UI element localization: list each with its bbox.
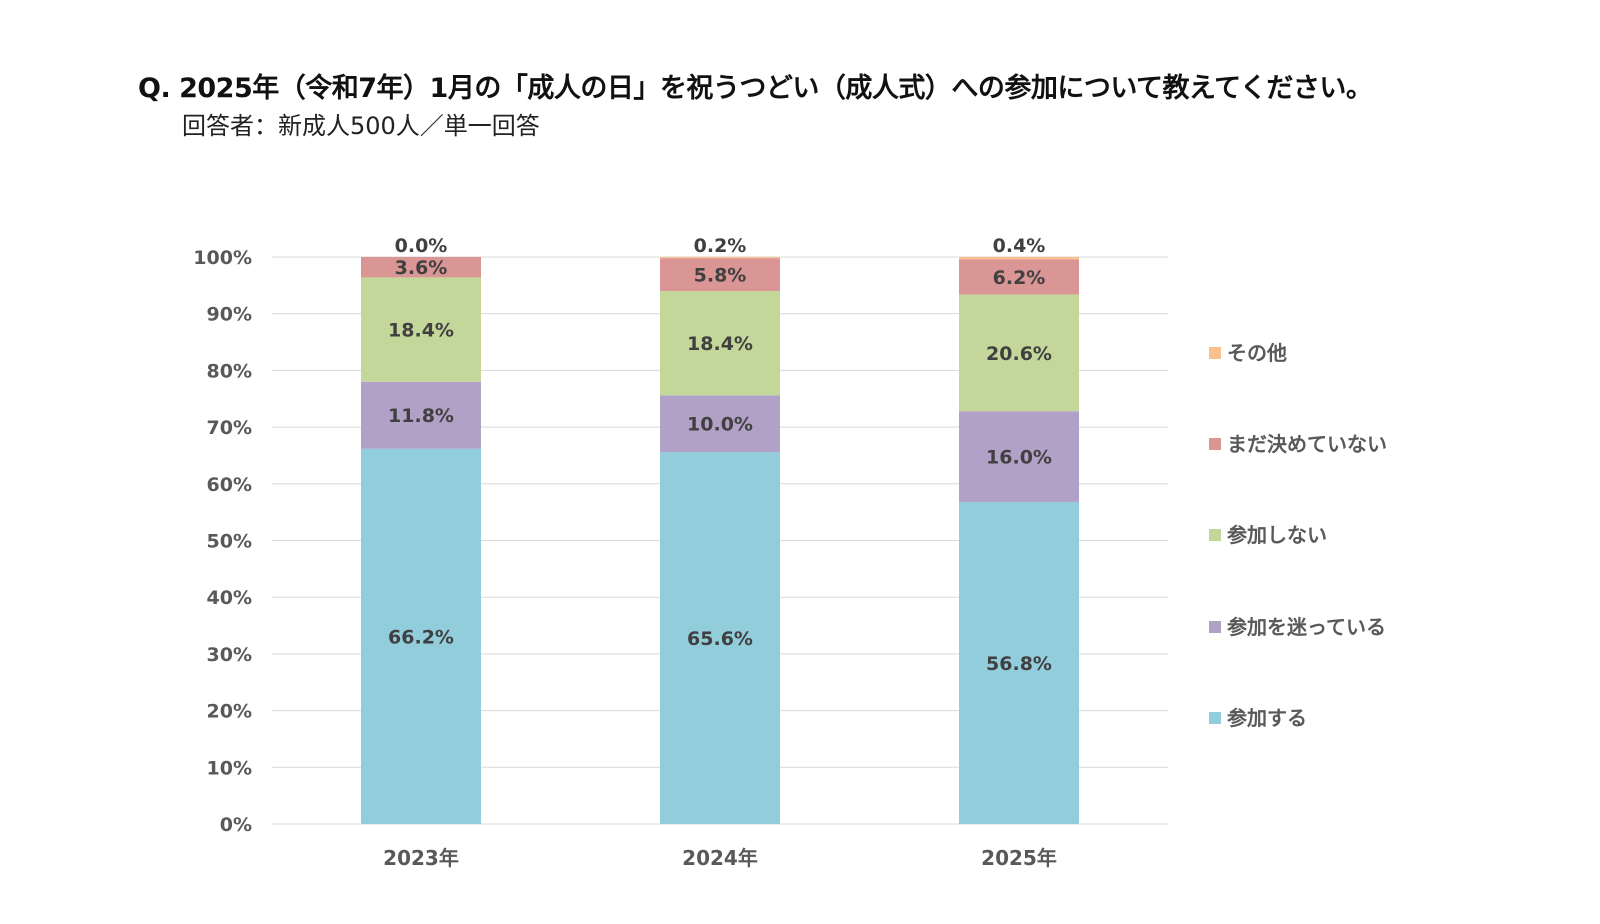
bar-segment bbox=[660, 452, 780, 824]
legend-label: 参加を迷っている bbox=[1227, 615, 1386, 639]
y-tick-label: 100% bbox=[193, 247, 252, 269]
data-label: 5.8% bbox=[694, 265, 747, 287]
bar-segment bbox=[660, 291, 780, 396]
y-tick-label: 20% bbox=[207, 701, 252, 723]
legend-label: 参加する bbox=[1227, 706, 1307, 730]
legend-label: 参加しない bbox=[1227, 523, 1327, 547]
bars bbox=[361, 257, 1079, 824]
bar-segment bbox=[361, 448, 481, 824]
data-label: 11.8% bbox=[388, 405, 454, 427]
legend-swatch bbox=[1209, 529, 1221, 541]
bar-segment bbox=[959, 259, 1079, 295]
data-label: 0.0% bbox=[395, 235, 448, 257]
bar-segment bbox=[361, 277, 481, 382]
y-tick-label: 90% bbox=[207, 304, 252, 326]
data-labels: 66.2% 11.8% 18.4% 3.6%0.0% 65.6% 10.0% 18.4% 5.… bbox=[388, 235, 1052, 675]
bar-segment bbox=[361, 381, 481, 449]
legend-swatch bbox=[1209, 712, 1221, 724]
bar-segment bbox=[361, 257, 481, 278]
chart-title: Q. 2025年（令和7年）1月の「成人の日」を祝うつどい（成人式）への参加につ… bbox=[138, 73, 1373, 104]
bar-segment bbox=[660, 395, 780, 453]
data-label: 66.2% bbox=[388, 626, 454, 648]
data-label: 0.4% bbox=[993, 235, 1046, 257]
data-label: 18.4% bbox=[388, 320, 454, 342]
data-label: 65.6% bbox=[687, 628, 753, 650]
y-tick-label: 60% bbox=[207, 474, 252, 496]
y-tick-label: 0% bbox=[220, 814, 252, 836]
bar-segment bbox=[660, 258, 780, 292]
bar-segment bbox=[959, 257, 1079, 260]
data-label: 16.0% bbox=[986, 447, 1052, 469]
x-category-label: 2025年 bbox=[981, 846, 1057, 870]
y-tick-label: 70% bbox=[207, 417, 252, 439]
legend-label: その他 bbox=[1227, 341, 1287, 365]
data-label: 6.2% bbox=[993, 267, 1046, 289]
data-label: 18.4% bbox=[687, 333, 753, 355]
y-axis-ticks: 0% 10% 20% 30% 40% 50% 60% 70% 80% 90% 100% bbox=[193, 247, 252, 836]
data-label: 20.6% bbox=[986, 343, 1052, 365]
bar-segment bbox=[959, 294, 1079, 412]
y-tick-label: 40% bbox=[207, 587, 252, 609]
legend-label: まだ決めていない bbox=[1227, 432, 1387, 456]
data-label: 10.0% bbox=[687, 414, 753, 436]
chart-subtitle: 回答者：新成人500人／単一回答 bbox=[182, 112, 540, 140]
x-category-label: 2024年 bbox=[682, 846, 758, 870]
y-tick-label: 50% bbox=[207, 531, 252, 553]
y-tick-label: 10% bbox=[207, 757, 252, 779]
legend-swatch bbox=[1209, 621, 1221, 633]
bar-segment bbox=[959, 411, 1079, 502]
bar-segment bbox=[959, 501, 1079, 824]
y-tick-label: 80% bbox=[207, 360, 252, 382]
data-label: 0.2% bbox=[694, 235, 747, 257]
data-label: 56.8% bbox=[986, 653, 1052, 675]
bar-segment bbox=[660, 257, 780, 259]
legend-swatch bbox=[1209, 347, 1221, 359]
x-category-label: 2023年 bbox=[383, 846, 459, 870]
data-label: 3.6% bbox=[395, 257, 448, 279]
legend-swatch bbox=[1209, 438, 1221, 450]
y-tick-label: 30% bbox=[207, 644, 252, 666]
